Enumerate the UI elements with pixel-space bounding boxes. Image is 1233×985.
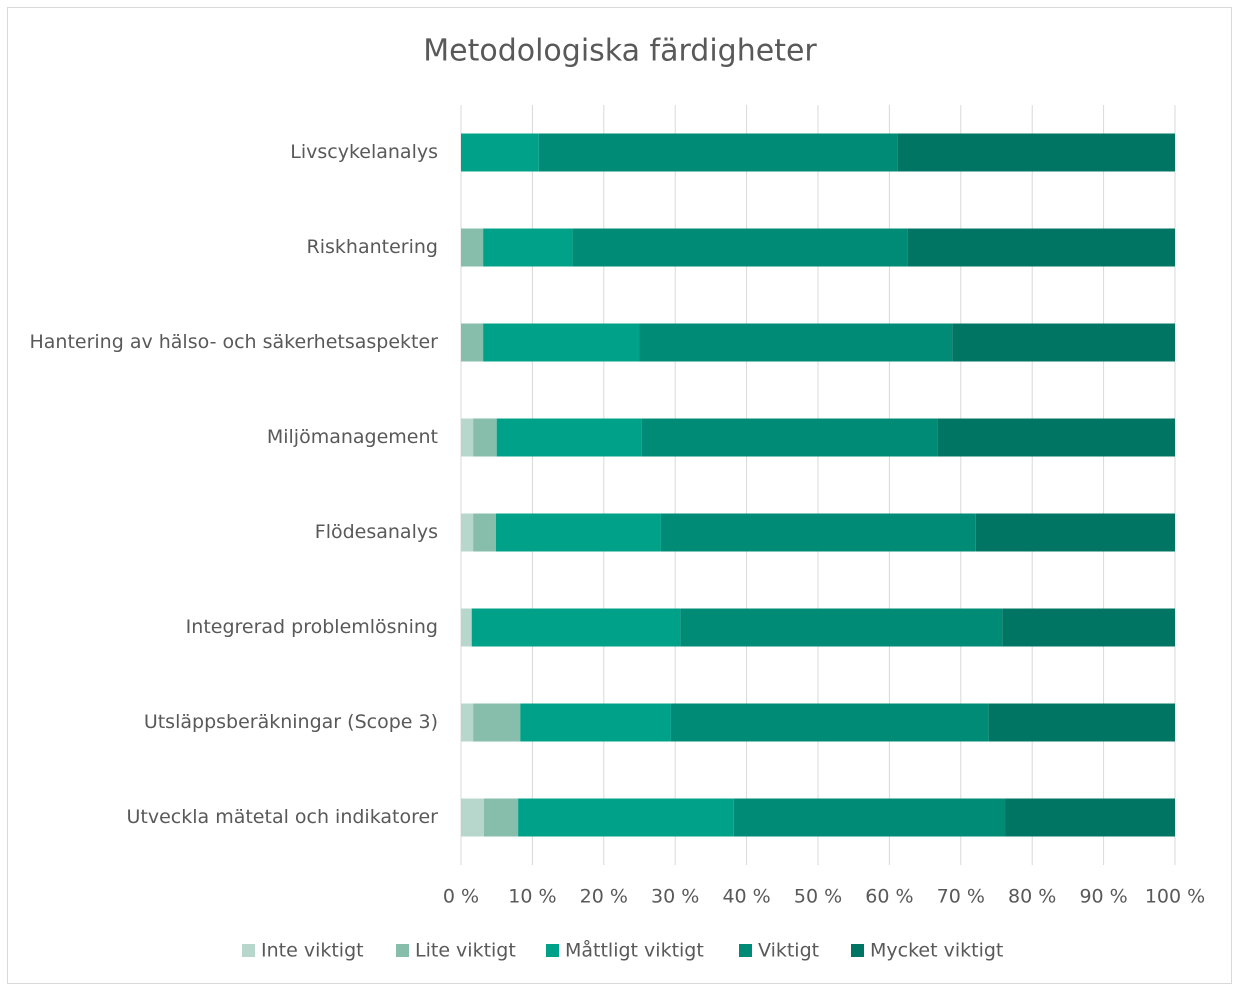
bar-segment: [538, 133, 898, 172]
legend-label: Lite viktigt: [415, 940, 516, 962]
legend-swatch: [242, 944, 255, 957]
x-tick-label: 100 %: [1145, 886, 1205, 908]
bar-segment: [483, 798, 519, 837]
bar-segment: [641, 418, 938, 457]
bar-segment: [1005, 798, 1175, 837]
bar-segment: [520, 703, 671, 742]
bar-segment: [518, 798, 734, 837]
chart-title: Metodologiska färdigheter: [423, 34, 817, 69]
bar-segment: [473, 418, 497, 457]
bar-segment: [733, 798, 1006, 837]
bar-segment: [461, 703, 474, 742]
x-tick-label: 10 %: [508, 886, 556, 908]
bar-segment: [461, 608, 472, 647]
legend-label: Viktigt: [758, 940, 819, 962]
bar-segment: [988, 703, 1175, 742]
bar-segment: [471, 608, 681, 647]
y-tick-label: Utveckla mätetal och indikatorer: [127, 806, 439, 828]
bar-segment: [461, 418, 474, 457]
legend-label: Måttligt viktigt: [565, 939, 704, 962]
bar-segment: [937, 418, 1175, 457]
bar-segment: [461, 513, 474, 552]
y-tick-label: Livscykelanalys: [290, 141, 438, 163]
legend-swatch: [546, 944, 559, 957]
bar-segment: [639, 323, 953, 362]
bar-segment: [1002, 608, 1175, 647]
bar-segment: [572, 228, 908, 267]
x-tick-label: 30 %: [651, 886, 699, 908]
legend-swatch: [396, 944, 409, 957]
y-tick-label: Miljömanagement: [267, 426, 438, 448]
y-tick-label: Flödesanalys: [315, 521, 438, 543]
bar-segment: [483, 228, 573, 267]
y-tick-label: Utsläppsberäkningar (Scope 3): [144, 711, 438, 733]
bar-segment: [473, 703, 521, 742]
bar-segment: [461, 228, 484, 267]
x-tick-label: 20 %: [580, 886, 628, 908]
bar-segment: [483, 323, 640, 362]
x-tick-label: 40 %: [722, 886, 770, 908]
x-tick-label: 60 %: [865, 886, 913, 908]
y-tick-label: Integrerad problemlösning: [186, 616, 438, 638]
x-tick-label: 50 %: [794, 886, 842, 908]
legend-label: Inte viktigt: [261, 940, 364, 962]
bar-segment: [461, 133, 539, 172]
bar-segment: [496, 418, 642, 457]
bar-segment: [495, 513, 661, 552]
bar-segment: [897, 133, 1175, 172]
bar-segment: [473, 513, 496, 552]
bar-segment: [461, 323, 484, 362]
bar-segment: [660, 513, 976, 552]
bar-segment: [907, 228, 1175, 267]
y-tick-label: Hantering av hälso- och säkerhetsaspekte…: [29, 331, 438, 353]
legend-label: Mycket viktigt: [870, 940, 1003, 962]
bar-segment: [680, 608, 1003, 647]
x-tick-label: 90 %: [1079, 886, 1127, 908]
x-tick-label: 0 %: [443, 886, 479, 908]
bar-segment: [670, 703, 989, 742]
x-tick-label: 70 %: [937, 886, 985, 908]
y-tick-label: Riskhantering: [307, 236, 438, 258]
bar-segment: [975, 513, 1175, 552]
bar-segment: [952, 323, 1175, 362]
legend-swatch: [851, 944, 864, 957]
bar-segment: [461, 798, 484, 837]
x-tick-label: 80 %: [1008, 886, 1056, 908]
legend-swatch: [739, 944, 752, 957]
